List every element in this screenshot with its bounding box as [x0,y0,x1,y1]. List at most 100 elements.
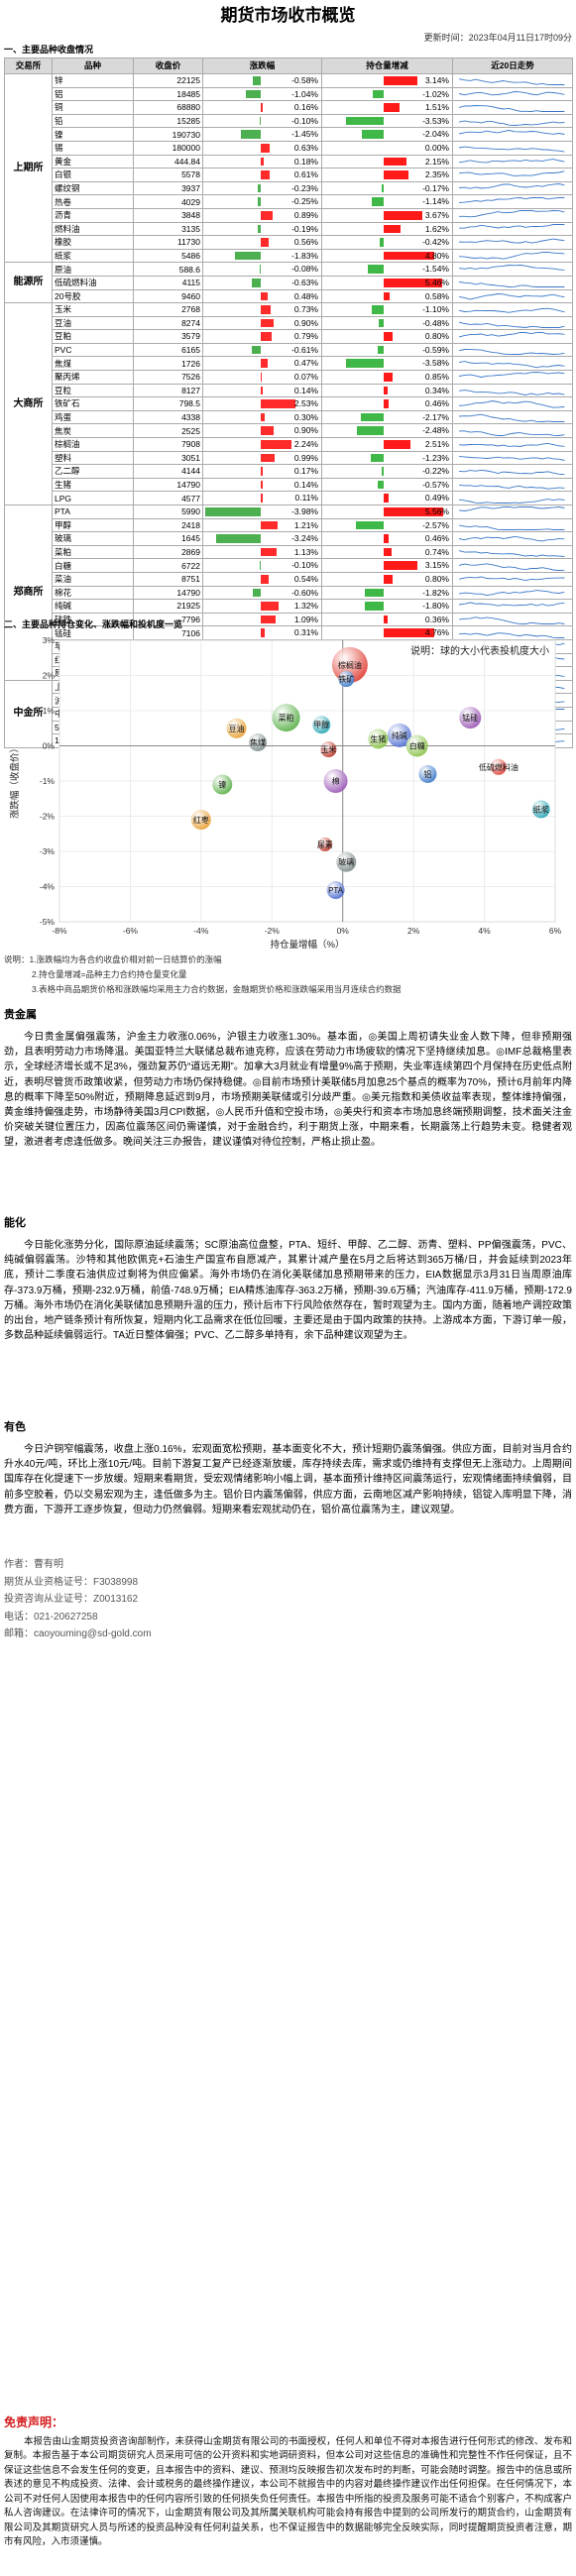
y-axis-label: 涨跌幅（收盘价） [9,743,21,819]
table-row: 甲醇 2418 1.21% -2.57% [5,517,573,533]
change-value: -0.08% [291,264,318,275]
change-cell: -0.60% [202,585,322,601]
sparkline-path [458,372,565,379]
oi-change-bar [384,494,390,503]
sparkline-svg [458,292,565,300]
sparkline-path [458,360,565,369]
sparkline-path [458,281,565,288]
change-cell: -0.19% [202,221,322,237]
sparkline-path [458,331,565,337]
sparkline-svg [459,210,565,218]
trend-sparkline [452,342,573,358]
section-1-title: 一、主要品种收盘情况 [4,45,94,55]
sparkline-path [458,590,565,596]
trend-sparkline [452,302,573,317]
change-cell: -1.45% [202,127,322,142]
close-price-cell: 3135 [133,221,203,237]
trend-sparkline [452,370,573,385]
oi-change-bar [384,210,423,220]
change-cell: 0.30% [202,409,322,425]
change-value: 0.89% [293,209,318,220]
change-value: 1.32% [293,601,318,612]
variety-cell: 铜 [52,100,134,115]
oi-change-cell: -1.80% [321,599,453,614]
oi-change-cell: -2.48% [321,423,453,439]
change-value: 0.11% [294,493,318,504]
oi-change-cell: 5.56% [321,504,453,519]
oi-change-cell: -0.42% [321,235,453,250]
variety-cell: 原油 [52,262,134,277]
table-row: 玻璃 1645 -3.24% 0.46% [5,531,573,546]
table-row: 豆粕 3579 0.79% 0.80% [5,329,573,344]
change-bar [261,547,277,557]
change-bar [261,318,274,328]
sparkline-path [458,576,565,582]
oi-change-bar [377,480,384,490]
variety-cell: PVC [52,342,134,358]
change-value: -1.83% [291,250,318,261]
close-price-cell: 3848 [133,207,203,223]
bubble-point [387,723,411,747]
close-price-cell: 6722 [133,558,203,573]
change-cell: -0.25% [202,194,322,209]
close-price-cell: 14790 [133,477,203,493]
table-row: 纸浆 5486 -1.83% 4.80% [5,248,573,264]
change-bar [261,386,263,395]
sparkline-svg [458,349,565,356]
trend-sparkline [452,194,573,209]
phone: 电话：021-20627258 [4,1611,98,1623]
oi-change-cell: 0.85% [321,370,453,385]
variety-cell: 螺纹钢 [52,180,134,196]
sparkline-svg [458,536,565,542]
sparkline-svg [458,498,565,504]
change-bar [261,143,270,153]
variety-cell: 锡 [52,140,134,156]
close-price-cell: 18485 [133,86,203,102]
trend-sparkline [452,409,573,425]
x-tick-label: 2% [407,926,420,936]
change-cell: 0.90% [202,423,322,439]
variety-cell: 低硫燃料油 [52,275,134,290]
variety-cell: 热卷 [52,194,134,209]
trend-sparkline [452,464,573,479]
oi-change-cell: 3.14% [321,73,453,88]
oi-change-bar [384,373,394,382]
sparkline-path [458,443,565,448]
oi-change-bar [384,628,434,637]
y-tick-label: 3% [43,635,56,645]
trend-sparkline [452,288,573,304]
close-price-cell: 3051 [133,450,203,466]
bubble-label: 铝 [423,769,431,779]
bubble-label: 纸浆 [533,804,549,814]
sparkline-svg [458,321,565,328]
trend-sparkline [452,383,573,398]
update-time: 更新时间：2023年04月11日17时09分 [423,33,572,43]
change-cell: -0.08% [202,262,322,277]
bubble-label: 纯碱 [392,730,407,740]
trend-sparkline [452,491,573,505]
oi-change-cell: -0.59% [321,342,453,358]
table-row: 低硫燃料油 4115 -0.63% 5.46% [5,275,573,290]
oi-change-cell: -0.22% [321,464,453,479]
sparkline-svg [458,251,565,260]
table-row: 焦煤 1726 0.47% -3.58% [5,356,573,372]
oi-change-value: -1.82% [422,587,449,598]
table-row: 沥青 3848 0.89% 3.67% [5,207,573,223]
sparkline-svg [458,576,565,582]
close-price-cell: 2768 [133,302,203,317]
metals-heading: 贵金属 [4,1009,37,1021]
oi-change-value: 0.46% [424,398,449,409]
email[interactable]: 邮箱：caoyouming@sd-gold.com [4,1628,152,1639]
bubble-point [226,718,247,738]
close-price-cell: 798.5 [133,396,203,411]
sparkline-svg [458,183,565,189]
change-bar [257,197,261,206]
oi-change-cell: 3.15% [321,558,453,573]
bubble-label: 玻璃 [338,857,354,867]
change-cell: 0.14% [202,477,322,493]
variety-cell: 铁矿石 [52,396,134,411]
oi-change-cell: 5.46% [321,275,453,290]
table-row: 棕榈油 7908 2.24% 2.51% [5,437,573,452]
change-bar [261,103,264,112]
sparkline-svg [458,506,565,512]
